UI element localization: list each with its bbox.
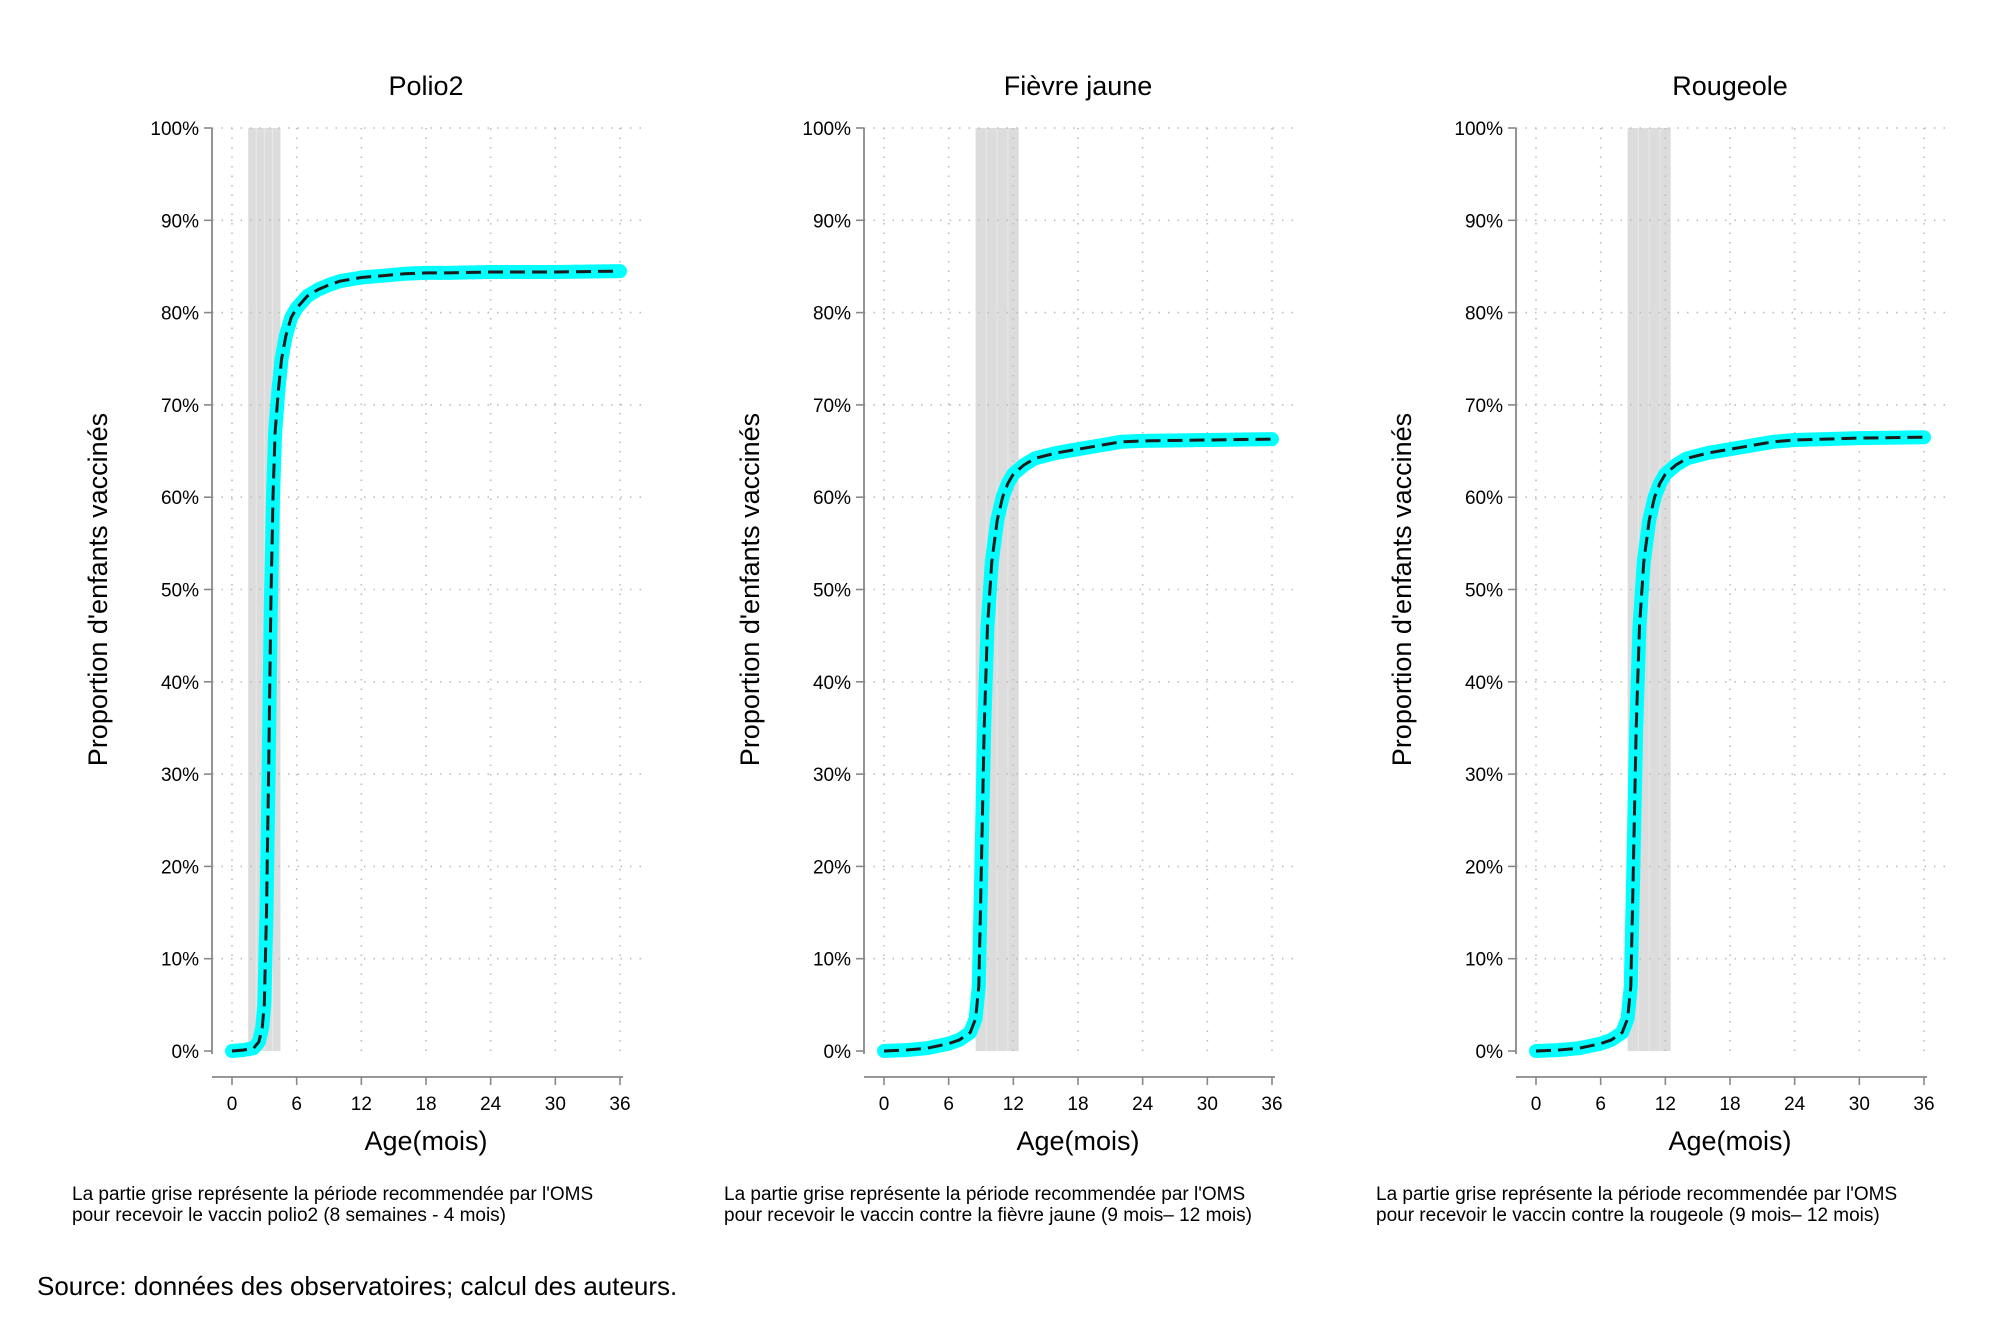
y-tick-label: 0% [1476,1042,1504,1063]
x-tick-label: 12 [1655,1094,1676,1115]
y-axis-label: Proportion d'enfants vaccinés [735,413,765,766]
panel-title: Polio2 [388,71,463,101]
y-tick-label: 20% [1465,857,1503,878]
y-tick-label: 20% [813,857,851,878]
coverage-curve-band [877,432,1279,1058]
coverage-curve [1535,435,1925,1053]
panel-note-line: pour recevoir le vaccin polio2 (8 semain… [72,1205,506,1226]
x-axis-label: Age(mois) [364,1126,487,1156]
y-tick-label: 100% [150,119,199,140]
panel-note-line: pour recevoir le vaccin contre la fièvre… [724,1205,1252,1226]
y-tick-label: 0% [824,1042,852,1063]
x-tick-label: 36 [1913,1094,1934,1115]
y-tick-label: 30% [161,765,199,786]
y-tick-label: 80% [161,304,199,325]
y-tick-label: 90% [813,211,851,232]
y-tick-label: 50% [813,581,851,602]
chart-panel-2: 0% 10% 20% 30% 40% 50% 60% 70% 80% 90% 100% 0 6 12 18 2… [724,71,1296,1226]
y-tick-label: 90% [1465,211,1503,232]
panel-note-line: La partie grise représente la période re… [724,1184,1245,1205]
y-tick-label: 100% [802,119,851,140]
y-tick-label: 60% [1465,488,1503,509]
source-note: Source: données des observatoires; calcu… [37,1271,677,1301]
x-tick-label: 30 [1849,1094,1870,1115]
x-tick-label: 18 [415,1094,436,1115]
coverage-curve-band [1529,430,1931,1058]
y-tick-label: 60% [813,488,851,509]
x-tick-label: 30 [545,1094,566,1115]
y-tick-label: 40% [1465,673,1503,694]
x-tick-label: 0 [227,1094,238,1115]
y-tick-label: 70% [1465,396,1503,417]
x-tick-label: 36 [609,1094,630,1115]
y-tick-label: 10% [161,950,199,971]
x-tick-label: 12 [351,1094,372,1115]
y-tick-label: 0% [172,1042,200,1063]
x-tick-label: 24 [480,1094,502,1115]
x-tick-label: 36 [1261,1094,1282,1115]
y-tick-label: 10% [1465,950,1503,971]
panel-note-line: La partie grise représente la période re… [1376,1184,1897,1205]
y-tick-label: 10% [813,950,851,971]
x-axis-label: Age(mois) [1668,1126,1791,1156]
y-tick-label: 30% [813,765,851,786]
y-axis-label: Proportion d'enfants vaccinés [83,413,113,766]
y-tick-label: 20% [161,857,199,878]
panel-title: Fièvre jaune [1004,71,1153,101]
x-tick-label: 24 [1132,1094,1154,1115]
y-tick-label: 50% [161,581,199,602]
x-tick-label: 6 [943,1094,954,1115]
panel-note-line: La partie grise représente la période re… [72,1184,593,1205]
y-tick-label: 30% [1465,765,1503,786]
coverage-curve [231,269,621,1053]
x-tick-label: 6 [1595,1094,1606,1115]
x-tick-label: 0 [879,1094,890,1115]
y-tick-label: 100% [1454,119,1503,140]
y-tick-label: 80% [813,304,851,325]
y-tick-label: 70% [161,396,199,417]
x-tick-label: 12 [1003,1094,1024,1115]
x-tick-label: 0 [1531,1094,1542,1115]
y-tick-label: 40% [161,673,199,694]
x-tick-label: 18 [1067,1094,1088,1115]
panel-title: Rougeole [1672,71,1788,101]
x-axis-label: Age(mois) [1016,1126,1139,1156]
coverage-curve [883,437,1273,1053]
y-tick-label: 50% [1465,581,1503,602]
y-tick-label: 90% [161,211,199,232]
chart-panel-3: 0% 10% 20% 30% 40% 50% 60% 70% 80% 90% 100% 0 6 12 18 2… [1376,71,1948,1226]
y-tick-label: 70% [813,396,851,417]
y-tick-label: 60% [161,488,199,509]
x-tick-label: 6 [291,1094,302,1115]
chart-panel-1: 0% 10% 20% 30% 40% 50% 60% 70% 80% 90% 100% 0 6 12 18 2… [72,71,644,1226]
y-axis-label: Proportion d'enfants vaccinés [1387,413,1417,766]
y-tick-label: 40% [813,673,851,694]
y-tick-label: 80% [1465,304,1503,325]
x-tick-label: 18 [1719,1094,1740,1115]
x-tick-label: 24 [1784,1094,1806,1115]
panel-note-line: pour recevoir le vaccin contre la rougeo… [1376,1205,1880,1226]
x-tick-label: 30 [1197,1094,1218,1115]
